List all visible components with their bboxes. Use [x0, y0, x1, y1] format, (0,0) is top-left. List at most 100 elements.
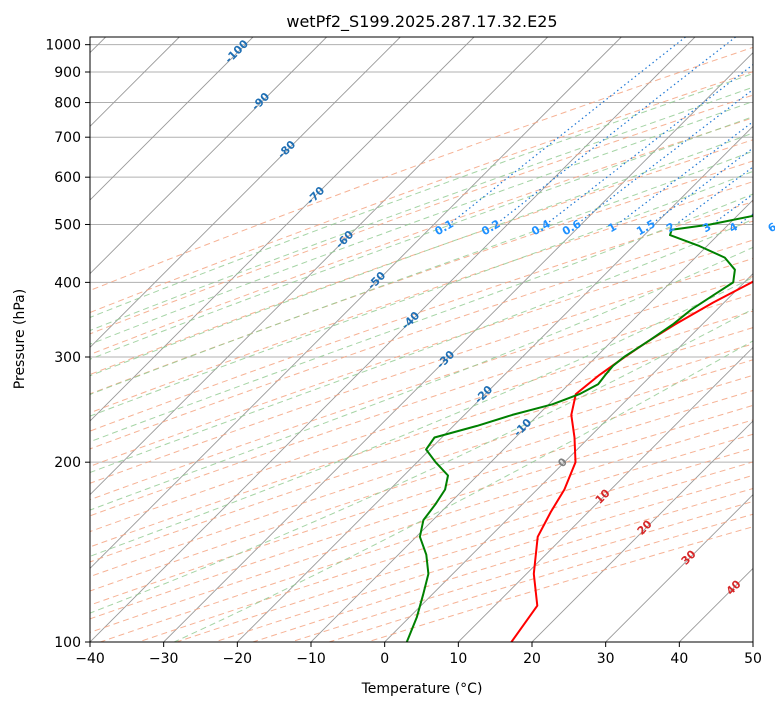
moist-adiabat-line — [90, 150, 753, 395]
x-tick-label: 40 — [670, 651, 688, 667]
x-tick-label: −40 — [75, 651, 105, 667]
dry-adiabat-line — [90, 389, 753, 606]
mixing-ratio-line — [650, 147, 753, 225]
y-tick-label: 400 — [54, 275, 81, 291]
y-tick-label: 500 — [54, 217, 81, 233]
mixing-ratio-line — [448, 37, 686, 225]
mixing-ratio-label: 0.2 — [479, 217, 502, 238]
plot-frame — [89, 36, 754, 643]
isotherm-line — [531, 420, 753, 642]
dry-adiabat-line — [90, 310, 753, 533]
mixing-ratio-label: 0.4 — [529, 217, 553, 238]
moist-adiabat-line — [90, 218, 753, 474]
moist-adiabat-line — [90, 132, 753, 377]
y-tick-label: 600 — [54, 170, 81, 186]
dry-adiabat-line — [90, 239, 753, 467]
x-tick-label: −10 — [296, 651, 326, 667]
plot-area — [90, 37, 753, 642]
dry-adiabat-label: -50 — [365, 269, 388, 292]
isotherm-line — [90, 37, 696, 642]
y-tick-label: 800 — [54, 96, 81, 112]
temperature-profile-line — [510, 280, 753, 642]
moist-adiabat-line — [90, 86, 753, 332]
x-tick-label: 30 — [597, 651, 615, 667]
mixing-ratio-line — [616, 121, 753, 225]
mixing-ratio-line — [738, 213, 753, 225]
isotherm-line — [90, 37, 401, 348]
dry-adiabat-line — [90, 160, 753, 395]
moist-adiabat-line — [90, 116, 753, 360]
dry-adiabat-label: 10 — [593, 486, 613, 506]
isotherm-line — [90, 37, 475, 422]
mixing-ratio-label: 6 — [766, 220, 775, 235]
x-tick-label: −30 — [149, 651, 179, 667]
x-axis-label: Temperature (°C) — [361, 681, 483, 697]
dry-adiabat-line — [90, 139, 753, 376]
isotherm-line — [90, 37, 548, 496]
y-axis-label: Pressure (hPa) — [12, 289, 28, 389]
x-tick-label: −20 — [223, 651, 253, 667]
dry-adiabat-line — [90, 181, 753, 414]
dry-adiabat-line — [90, 327, 753, 548]
dry-adiabat-line — [290, 500, 753, 642]
chart-title: wetPf2_S199.2025.287.17.32.E25 — [286, 12, 557, 32]
dry-adiabat-line — [90, 419, 753, 633]
mixing-ratio-label: 4 — [727, 220, 740, 235]
isotherm-line — [163, 52, 753, 642]
dewpoint-profile-line — [405, 214, 753, 642]
dry-adiabat-line — [90, 117, 753, 356]
dry-adiabat-line — [100, 433, 753, 642]
dry-adiabat-line — [90, 275, 753, 501]
isotherm-line — [384, 273, 753, 642]
isotherm-line — [458, 346, 753, 642]
isotherm-line — [752, 641, 753, 642]
x-tick-label: 50 — [744, 651, 762, 667]
y-tick-label: 900 — [54, 65, 81, 81]
isotherm-line — [310, 199, 753, 642]
dry-adiabat-label: -90 — [249, 90, 272, 113]
mixing-ratio-label: 3 — [700, 220, 713, 235]
moist-adiabat-line — [90, 100, 753, 345]
isotherm-line — [605, 494, 753, 642]
moist-adiabat-line — [90, 246, 753, 511]
mixing-ratio-label: 0.6 — [560, 217, 584, 238]
y-tick-label: 700 — [54, 130, 81, 146]
dry-adiabat-line — [90, 404, 753, 620]
x-tick-label: 0 — [380, 651, 389, 667]
dry-adiabat-line — [90, 94, 753, 335]
mixing-ratio-line — [576, 88, 753, 225]
dry-adiabat-label: -100 — [222, 37, 251, 66]
isotherm-line — [90, 37, 327, 275]
y-tick-label: 100 — [54, 635, 81, 651]
isotherm-line — [90, 37, 254, 201]
moist-adiabat-line — [173, 340, 753, 642]
dry-adiabat-line — [90, 71, 753, 314]
x-tick-label: 20 — [523, 651, 541, 667]
dry-adiabat-line — [328, 513, 753, 642]
mixing-ratio-line — [711, 193, 753, 225]
mixing-ratio-label: 2 — [664, 220, 677, 235]
mixing-ratio-line — [675, 166, 753, 225]
dry-adiabat-label: 20 — [635, 517, 655, 537]
dry-adiabat-label: -40 — [399, 309, 422, 332]
moist-adiabat-line — [90, 170, 753, 417]
mixing-ratio-line — [545, 63, 753, 225]
isotherm-line — [90, 37, 622, 569]
y-tick-label: 300 — [54, 350, 81, 366]
moist-adiabat-line — [90, 73, 753, 318]
moist-adiabat-line — [90, 308, 753, 614]
dry-adiabat-line — [90, 220, 753, 450]
dry-adiabat-line — [90, 343, 753, 563]
mixing-ratio-label: 1.5 — [634, 217, 657, 238]
dry-adiabat-line — [90, 46, 753, 292]
dry-adiabat-label: 30 — [679, 547, 699, 567]
dry-adiabat-line — [90, 201, 753, 432]
x-tick-label: 10 — [449, 651, 467, 667]
y-tick-label: 1000 — [45, 38, 81, 54]
axes: -100-90-80-70-60-50-40-30-20-10010203040… — [45, 36, 775, 667]
dry-adiabat-line — [90, 374, 753, 592]
moist-adiabat-line — [90, 277, 753, 557]
dry-adiabat-label: -20 — [472, 383, 495, 406]
